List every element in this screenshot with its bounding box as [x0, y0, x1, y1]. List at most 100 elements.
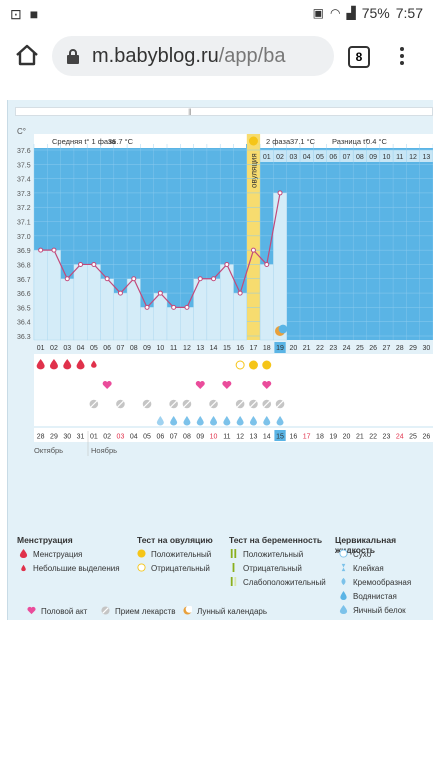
horizontal-scrollbar[interactable]: ‖	[15, 107, 433, 117]
ovtest-positive-icon[interactable]	[248, 360, 258, 370]
calendar-date[interactable]: 10	[210, 434, 218, 441]
calendar-date[interactable]: 13	[250, 434, 258, 441]
ovtest-positive-icon[interactable]	[262, 360, 272, 370]
cervical-icon[interactable]	[156, 416, 164, 426]
calendar-date[interactable]: 28	[37, 434, 45, 441]
cycle-day-label[interactable]: 27	[383, 345, 391, 352]
cervical-icon[interactable]	[196, 416, 204, 426]
cycle-day-label[interactable]: 26	[369, 345, 377, 352]
calendar-date[interactable]: 06	[156, 434, 164, 441]
menstruation-icon[interactable]	[36, 359, 45, 370]
calendar-date[interactable]: 05	[143, 434, 151, 441]
cycle-day-label[interactable]: 17	[250, 345, 258, 352]
temp-point[interactable]	[197, 276, 203, 282]
calendar-date[interactable]: 11	[223, 434, 230, 441]
cycle-day-label[interactable]: 09	[143, 345, 151, 352]
calendar-date[interactable]: 08	[183, 434, 191, 441]
temp-point[interactable]	[131, 276, 137, 282]
temp-point[interactable]	[91, 261, 97, 267]
menstruation-icon[interactable]	[63, 359, 72, 370]
temp-point[interactable]	[171, 304, 177, 310]
temp-point[interactable]	[64, 276, 70, 282]
menstruation-icon[interactable]	[49, 359, 58, 370]
cycle-day-label[interactable]: 07	[117, 345, 125, 352]
cycle-day-label[interactable]: 25	[356, 345, 364, 352]
calendar-date[interactable]: 17	[303, 434, 311, 441]
cervical-icon[interactable]	[170, 416, 178, 426]
calendar-date[interactable]: 23	[383, 434, 391, 441]
temp-point[interactable]	[117, 290, 123, 296]
cycle-day-label[interactable]: 08	[130, 345, 138, 352]
calendar-date[interactable]: 30	[63, 434, 71, 441]
cycle-day-label[interactable]: 14	[210, 345, 218, 352]
calendar-date[interactable]: 31	[77, 434, 85, 441]
cervical-icon[interactable]	[263, 416, 271, 426]
intercourse-icon[interactable]	[102, 381, 112, 389]
temp-point[interactable]	[224, 261, 230, 267]
cycle-day-label[interactable]: 21	[303, 345, 311, 352]
calendar-date[interactable]: 14	[263, 434, 271, 441]
calendar-date[interactable]: 12	[236, 434, 244, 441]
temp-point[interactable]	[144, 304, 150, 310]
cycle-day-label[interactable]: 15	[223, 345, 231, 352]
cycle-day-label[interactable]: 18	[263, 345, 271, 352]
overflow-menu-icon[interactable]	[398, 44, 406, 70]
cycle-day-label[interactable]: 20	[289, 345, 297, 352]
calendar-date[interactable]: 09	[196, 434, 204, 441]
cycle-day-label[interactable]: 23	[329, 345, 337, 352]
cycle-day-label[interactable]: 29	[409, 345, 417, 352]
calendar-date[interactable]: 04	[130, 434, 138, 441]
calendar-date[interactable]: 18	[316, 434, 324, 441]
calendar-date[interactable]: 15	[276, 434, 284, 441]
cycle-day-label[interactable]: 01	[37, 345, 45, 352]
temp-point[interactable]	[250, 247, 256, 253]
cycle-day-label[interactable]: 16	[236, 345, 244, 352]
cycle-day-label[interactable]: 12	[183, 345, 191, 352]
cervical-icon[interactable]	[276, 416, 284, 426]
cycle-day-label[interactable]: 06	[103, 345, 111, 352]
temp-point[interactable]	[237, 290, 243, 296]
temp-point[interactable]	[184, 304, 190, 310]
tab-switcher-button[interactable]: 8	[348, 46, 370, 68]
cycle-day-label[interactable]: 13	[196, 345, 204, 352]
calendar-date[interactable]: 07	[170, 434, 178, 441]
menstruation-icon[interactable]	[91, 360, 97, 368]
calendar-date[interactable]: 21	[356, 434, 364, 441]
cycle-day-label[interactable]: 04	[77, 345, 85, 352]
calendar-date[interactable]: 26	[422, 434, 430, 441]
cervical-icon[interactable]	[236, 416, 244, 426]
calendar-date[interactable]: 03	[117, 434, 125, 441]
cervical-icon[interactable]	[223, 416, 231, 426]
home-icon[interactable]	[14, 42, 40, 68]
temp-point[interactable]	[264, 261, 270, 267]
cycle-day-label[interactable]: 10	[156, 345, 164, 352]
calendar-date[interactable]: 25	[409, 434, 417, 441]
calendar-date[interactable]: 24	[396, 434, 404, 441]
calendar-date[interactable]: 22	[369, 434, 377, 441]
calendar-date[interactable]: 29	[50, 434, 58, 441]
calendar-date[interactable]: 02	[103, 434, 111, 441]
temp-point[interactable]	[104, 276, 110, 282]
calendar-date[interactable]: 19	[329, 434, 337, 441]
calendar-date[interactable]: 01	[90, 434, 98, 441]
temp-point[interactable]	[51, 247, 57, 253]
temp-point[interactable]	[211, 276, 217, 282]
intercourse-icon[interactable]	[195, 381, 205, 389]
calendar-date[interactable]: 20	[343, 434, 351, 441]
cycle-day-label[interactable]: 24	[343, 345, 351, 352]
temp-point[interactable]	[277, 190, 283, 196]
cervical-icon[interactable]	[210, 416, 218, 426]
url-field[interactable]: m.babyblog.ru/app/ba	[52, 36, 334, 76]
cycle-day-label[interactable]: 30	[422, 345, 430, 352]
cycle-day-label[interactable]: 19	[276, 345, 284, 352]
cycle-day-label[interactable]: 28	[396, 345, 404, 352]
cycle-day-label[interactable]: 03	[63, 345, 71, 352]
intercourse-icon[interactable]	[222, 381, 232, 389]
cycle-day-label[interactable]: 11	[170, 345, 177, 352]
ovtest-negative-icon[interactable]	[235, 360, 245, 370]
intercourse-icon[interactable]	[262, 381, 272, 389]
menstruation-icon[interactable]	[76, 359, 85, 370]
temp-point[interactable]	[157, 290, 163, 296]
calendar-date[interactable]: 16	[289, 434, 297, 441]
cervical-icon[interactable]	[183, 416, 191, 426]
